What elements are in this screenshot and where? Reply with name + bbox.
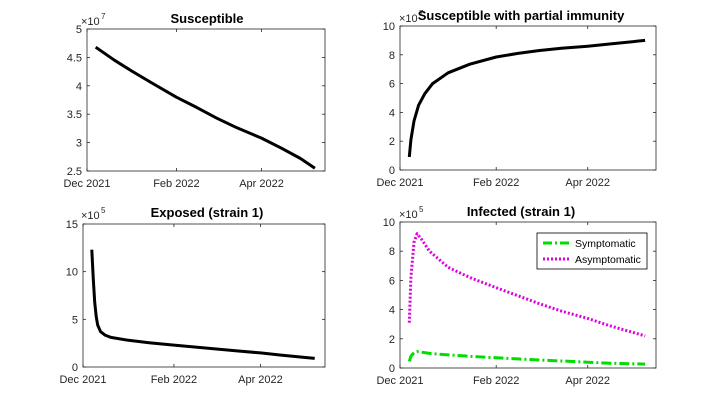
legend: Symptomatic Asymptomatic xyxy=(536,232,648,270)
axis-exponent: ×10 7 xyxy=(399,9,424,25)
x-tick-label: Dec 2021 xyxy=(63,178,110,190)
exponent-base: ×10 xyxy=(81,16,100,28)
series-line-0 xyxy=(90,249,315,360)
plot-area xyxy=(82,223,326,368)
y-tick-label: 10 xyxy=(383,21,395,33)
panel-infected-strain1: Infected (strain 1) ×10 5 0 2 4 6 8 10 Dec 202… xyxy=(376,204,657,387)
y-tick-label: 6 xyxy=(389,275,395,287)
axis-exponent: ×10 5 xyxy=(399,205,424,221)
y-tick-label: 5 xyxy=(76,24,82,36)
axis-exponent: ×10 5 xyxy=(81,206,106,222)
x-tick-label: Dec 2021 xyxy=(59,374,106,386)
y-tick-label: 8 xyxy=(389,50,395,62)
x-tick-label: Feb 2022 xyxy=(473,177,519,189)
x-tick-label: Apr 2022 xyxy=(565,375,610,387)
y-tick-label: 4 xyxy=(389,305,395,317)
plot-area xyxy=(399,25,657,171)
y-tick-label: 2.5 xyxy=(67,166,82,178)
axis-exponent: ×10 7 xyxy=(81,12,106,28)
y-tick-label: 10 xyxy=(66,267,78,279)
y-tick-label: 0 xyxy=(389,165,395,177)
exponent-power: 7 xyxy=(419,9,424,18)
x-tick-label: Dec 2021 xyxy=(376,177,423,189)
y-tick-label: 0 xyxy=(389,363,395,375)
y-tick-label: 6 xyxy=(389,79,395,91)
x-tick-label: Apr 2022 xyxy=(565,177,610,189)
exponent-base: ×10 xyxy=(399,209,418,221)
exponent-base: ×10 xyxy=(81,210,100,222)
y-tick-label: 3.5 xyxy=(67,109,82,121)
chart-title: Susceptible with partial immunity xyxy=(418,8,625,23)
y-tick-label: 4.5 xyxy=(67,52,82,64)
x-tick-label: Apr 2022 xyxy=(238,374,283,386)
panel-exposed-strain1: Exposed (strain 1) ×10 5 0 5 10 15 Dec 2021 F… xyxy=(59,205,326,386)
series-line-0 xyxy=(407,38,646,158)
x-tick-label: Apr 2022 xyxy=(239,178,284,190)
y-tick-label: 5 xyxy=(72,314,78,326)
y-tick-label: 10 xyxy=(383,217,395,229)
y-tick-label: 3 xyxy=(76,138,82,150)
panel-susceptible: Susceptible ×10 7 2.5 3 3.5 4 4.5 5 Dec 2021 Fe… xyxy=(63,11,326,190)
y-tick-label: 15 xyxy=(66,219,78,231)
plot-area xyxy=(399,221,657,369)
exponent-power: 7 xyxy=(101,12,106,21)
chart-title: Exposed (strain 1) xyxy=(151,205,264,220)
x-tick-label: Feb 2022 xyxy=(153,178,199,190)
x-tick-label: Feb 2022 xyxy=(151,374,197,386)
y-tick-label: 4 xyxy=(76,81,82,93)
y-tick-label: 0 xyxy=(72,362,78,374)
x-tick-label: Dec 2021 xyxy=(376,375,423,387)
legend-label-asymptomatic: Asymptomatic xyxy=(575,254,641,266)
panel-susceptible-partial-immunity: Susceptible with partial immunity ×10 7 … xyxy=(376,8,657,189)
series-line-0 xyxy=(94,45,316,170)
legend-box xyxy=(536,232,648,270)
legend-label-symptomatic: Symptomatic xyxy=(575,238,636,250)
y-tick-label: 4 xyxy=(389,107,395,119)
chart-title: Infected (strain 1) xyxy=(467,204,575,219)
chart-title: Susceptible xyxy=(171,11,244,26)
series-line-symptomatic xyxy=(407,350,646,366)
exponent-power: 5 xyxy=(419,205,424,214)
y-tick-label: 2 xyxy=(389,334,395,346)
x-tick-label: Feb 2022 xyxy=(473,375,519,387)
plot-area xyxy=(86,28,326,172)
y-tick-label: 2 xyxy=(389,136,395,148)
exponent-base: ×10 xyxy=(399,13,418,25)
y-tick-label: 8 xyxy=(389,246,395,258)
exponent-power: 5 xyxy=(101,206,106,215)
